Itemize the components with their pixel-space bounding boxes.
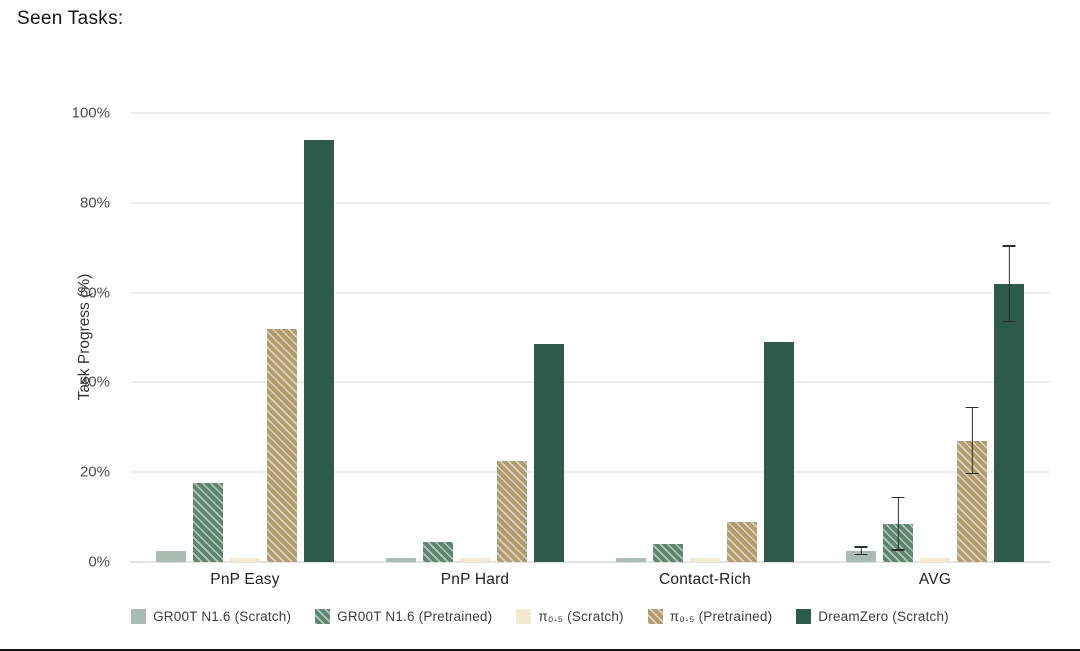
legend-label: DreamZero (Scratch)	[818, 609, 949, 624]
bar	[764, 342, 794, 562]
error-bar-line	[897, 496, 899, 551]
x-tick-label: PnP Hard	[440, 571, 510, 588]
bar	[690, 557, 720, 562]
bar	[497, 460, 527, 562]
y-axis-ticks: 0% 20% 40% 60% 80% 100%	[30, 105, 120, 571]
legend: GR00T N1.6 (Scratch) GR00T N1.6 (Pretrain…	[0, 609, 1080, 624]
legend-label: GR00T N1.6 (Scratch)	[153, 609, 292, 624]
x-tick-label: Contact-Rich	[659, 571, 751, 588]
gridline	[130, 112, 1050, 114]
bar	[727, 521, 757, 562]
bar-fill	[460, 557, 490, 562]
bar-fill	[534, 344, 564, 562]
bar-fill	[386, 557, 416, 562]
bar	[653, 544, 683, 562]
legend-swatch	[516, 609, 532, 624]
legend-item: GR00T N1.6 (Scratch)	[131, 609, 291, 624]
bar-fill	[193, 483, 223, 562]
y-tick-label: 40%	[79, 373, 110, 391]
bar-groups	[130, 113, 1050, 562]
bar	[994, 245, 1024, 562]
error-bar-line	[971, 407, 973, 475]
legend-swatch	[131, 609, 147, 624]
y-tick-label: 100%	[71, 104, 110, 122]
bar-fill	[846, 550, 876, 562]
bar	[156, 550, 186, 562]
error-bar-line	[1008, 245, 1010, 322]
error-bar-cap	[1002, 245, 1016, 247]
error-bar-cap	[891, 549, 905, 551]
bar-fill	[727, 521, 757, 562]
bar-fill	[304, 139, 334, 562]
gridline	[130, 471, 1050, 473]
bar-fill	[690, 557, 720, 562]
bar-group	[130, 113, 360, 562]
bar-fill	[994, 283, 1024, 562]
bar-fill	[230, 557, 260, 562]
bar-fill	[156, 550, 186, 562]
bar	[920, 557, 950, 562]
legend-item: GR00T N1.6 (Pretrained)	[315, 609, 492, 624]
bar-group	[590, 113, 820, 562]
bar-fill	[497, 460, 527, 562]
bar	[616, 557, 646, 562]
error-bar-cap	[854, 553, 868, 556]
bar	[460, 557, 490, 562]
bar	[423, 541, 453, 562]
bar-fill	[616, 557, 646, 562]
legend-swatch	[647, 609, 663, 624]
bar	[193, 483, 223, 562]
error-bar	[891, 496, 905, 551]
bar-fill	[267, 328, 297, 562]
x-axis-labels: PnP Easy PnP Hard Contact-Rich AVG	[130, 571, 1050, 589]
bar-group	[820, 113, 1050, 562]
gridline	[130, 292, 1050, 294]
plot-area	[130, 112, 1050, 563]
bar	[957, 407, 987, 562]
bar-fill	[423, 541, 453, 562]
page-title: Seen Tasks:	[17, 8, 124, 29]
error-bar-cap	[891, 496, 905, 499]
error-bar-cap	[854, 546, 868, 548]
bar	[304, 139, 334, 562]
legend-swatch	[796, 609, 812, 624]
bar-group	[360, 113, 590, 562]
bar	[267, 328, 297, 562]
legend-label: π₀.₅ (Scratch)	[538, 609, 624, 624]
error-bar-line	[860, 546, 862, 556]
bar	[534, 344, 564, 562]
gridline	[130, 561, 1050, 563]
error-bar-cap	[965, 473, 979, 475]
legend-item: π₀.₅ (Scratch)	[516, 609, 624, 624]
legend-item: DreamZero (Scratch)	[796, 609, 949, 624]
y-tick-label: 20%	[79, 463, 110, 481]
error-bar	[854, 546, 868, 556]
bar	[846, 546, 876, 562]
bar-fill	[764, 342, 794, 562]
legend-label: π₀.₅ (Pretrained)	[669, 609, 773, 624]
error-bar-cap	[965, 407, 979, 409]
bar	[230, 557, 260, 562]
x-tick-label: PnP Easy	[210, 571, 280, 588]
y-tick-label: 80%	[79, 194, 110, 212]
gridlines	[130, 112, 1050, 563]
y-tick-label: 60%	[79, 284, 110, 302]
x-tick-label: AVG	[918, 571, 952, 588]
error-bar	[965, 407, 979, 475]
legend-label: GR00T N1.6 (Pretrained)	[337, 609, 493, 624]
error-bar	[1002, 245, 1016, 322]
bar	[386, 557, 416, 562]
bar-fill	[920, 557, 950, 562]
gridline	[130, 202, 1050, 204]
legend-swatch	[315, 609, 331, 624]
gridline	[130, 381, 1050, 383]
y-tick-label: 0%	[88, 553, 110, 571]
error-bar-cap	[1002, 320, 1016, 322]
legend-item: π₀.₅ (Pretrained)	[647, 609, 773, 624]
bar-fill	[653, 544, 683, 562]
bar	[883, 496, 913, 562]
